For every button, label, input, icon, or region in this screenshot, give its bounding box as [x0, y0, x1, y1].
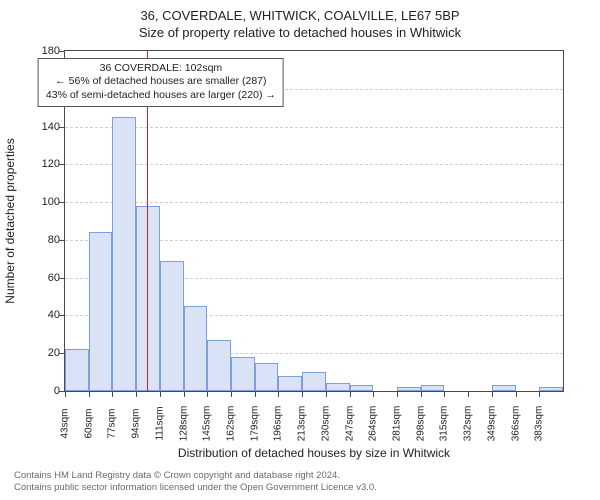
histogram-bar [539, 387, 563, 391]
x-tick-mark [492, 392, 493, 397]
annotation-box: 36 COVERDALE: 102sqm← 56% of detached ho… [38, 58, 284, 107]
y-tick-label: 140 [30, 121, 60, 133]
x-tick-label: 145sqm [202, 406, 213, 442]
y-tick-mark [59, 127, 64, 128]
y-tick-label: 0 [30, 385, 60, 397]
x-tick-mark [302, 392, 303, 397]
x-tick-label: 196sqm [273, 406, 284, 442]
page-title-address: 36, COVERDALE, WHITWICK, COALVILLE, LE67… [0, 8, 600, 23]
histogram-bar [65, 349, 89, 391]
credit-line-2: Contains public sector information licen… [14, 482, 377, 494]
histogram-bar [112, 117, 136, 391]
y-tick-label: 180 [30, 45, 60, 57]
y-tick-mark [59, 240, 64, 241]
x-tick-label: 366sqm [510, 406, 521, 442]
gridline [65, 202, 563, 203]
histogram-bar [207, 340, 231, 391]
histogram-bar [184, 306, 208, 391]
histogram-bar [350, 385, 374, 391]
y-axis-label: Number of detached properties [3, 138, 17, 303]
histogram-bar [421, 385, 445, 391]
histogram-bar [255, 363, 279, 391]
y-tick-mark [59, 164, 64, 165]
x-tick-label: 281sqm [392, 406, 403, 442]
x-tick-mark [112, 392, 113, 397]
histogram-bar [302, 372, 326, 391]
y-tick-label: 60 [30, 272, 60, 284]
x-tick-label: 179sqm [249, 406, 260, 442]
x-tick-label: 349sqm [486, 406, 497, 442]
x-tick-mark [65, 392, 66, 397]
gridline [65, 127, 563, 128]
y-tick-label: 20 [30, 347, 60, 359]
y-tick-label: 40 [30, 309, 60, 321]
histogram-bar [278, 376, 302, 391]
x-tick-label: 298sqm [415, 406, 426, 442]
x-tick-mark [160, 392, 161, 397]
x-tick-label: 247sqm [344, 406, 355, 442]
x-tick-mark [397, 392, 398, 397]
histogram-bar [326, 383, 350, 391]
y-tick-label: 120 [30, 158, 60, 170]
x-tick-mark [516, 392, 517, 397]
x-tick-label: 60sqm [83, 408, 94, 438]
credits: Contains HM Land Registry data © Crown c… [14, 470, 377, 494]
x-tick-label: 332sqm [463, 406, 474, 442]
x-tick-mark [231, 392, 232, 397]
annotation-line: 36 COVERDALE: 102sqm [46, 62, 276, 75]
x-tick-label: 383sqm [534, 406, 545, 442]
histogram-bar [397, 387, 421, 391]
page-title-desc: Size of property relative to detached ho… [0, 25, 600, 40]
y-tick-mark [59, 391, 64, 392]
y-tick-mark [59, 278, 64, 279]
x-axis-label: Distribution of detached houses by size … [64, 446, 564, 460]
x-tick-label: 94sqm [131, 408, 142, 438]
x-tick-mark [207, 392, 208, 397]
x-tick-mark [326, 392, 327, 397]
annotation-line: ← 56% of detached houses are smaller (28… [46, 75, 276, 88]
x-tick-mark [539, 392, 540, 397]
x-tick-label: 111sqm [154, 406, 165, 440]
histogram-bar [160, 261, 184, 391]
x-tick-mark [444, 392, 445, 397]
x-tick-mark [278, 392, 279, 397]
x-tick-label: 264sqm [368, 406, 379, 442]
y-tick-mark [59, 315, 64, 316]
x-tick-mark [468, 392, 469, 397]
y-tick-mark [59, 202, 64, 203]
y-tick-label: 80 [30, 234, 60, 246]
x-tick-mark [184, 392, 185, 397]
histogram-bar [231, 357, 255, 391]
x-tick-mark [350, 392, 351, 397]
y-tick-mark [59, 353, 64, 354]
y-tick-label: 100 [30, 196, 60, 208]
x-tick-mark [255, 392, 256, 397]
histogram-bar [89, 232, 113, 391]
x-tick-mark [421, 392, 422, 397]
x-tick-label: 43sqm [60, 408, 71, 438]
credit-line-1: Contains HM Land Registry data © Crown c… [14, 470, 377, 482]
x-tick-label: 213sqm [297, 406, 308, 442]
x-tick-label: 128sqm [178, 406, 189, 442]
x-tick-mark [89, 392, 90, 397]
x-tick-mark [136, 392, 137, 397]
y-tick-mark [59, 51, 64, 52]
x-tick-label: 77sqm [107, 408, 118, 438]
annotation-line: 43% of semi-detached houses are larger (… [46, 89, 276, 102]
x-tick-label: 162sqm [226, 406, 237, 442]
x-tick-label: 230sqm [320, 406, 331, 442]
x-tick-label: 315sqm [439, 406, 450, 442]
histogram-bar [492, 385, 516, 391]
gridline [65, 164, 563, 165]
x-tick-mark [373, 392, 374, 397]
